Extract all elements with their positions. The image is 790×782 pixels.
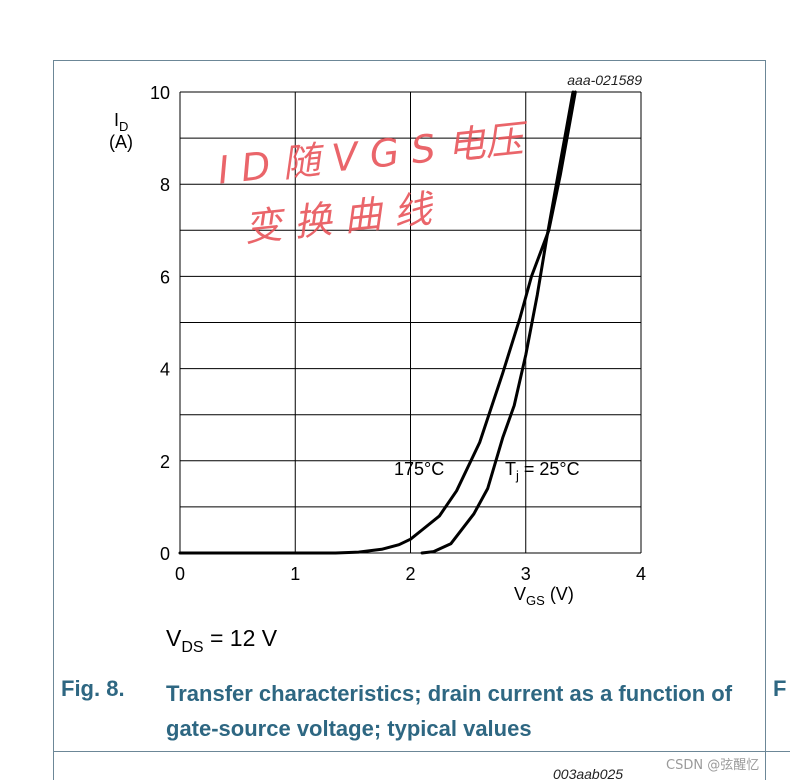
series-label-25c-sub: j [515, 468, 519, 483]
handwritten-line-1: I D 随 V G S 电压 [216, 116, 531, 192]
x-tick-label: 3 [521, 564, 531, 584]
vds-annotation-main: V [166, 625, 182, 651]
cut-off-doc-id: 003aab025 [553, 766, 624, 782]
vds-annotation: VDS = 12 V [166, 625, 278, 656]
frame-right-border [765, 60, 766, 780]
x-tick-label: 2 [405, 564, 415, 584]
vds-annotation-sub: DS [181, 639, 203, 656]
csdn-watermark: CSDN @弦醒忆 [666, 758, 760, 773]
y-tick-label: 10 [150, 83, 170, 103]
series-label-25c-main: T [505, 459, 516, 479]
figure-cut-letter: F [773, 676, 787, 701]
y-axis-label-sub: D [119, 119, 128, 134]
y-tick-label: 6 [160, 267, 170, 287]
x-tick-label: 4 [636, 564, 646, 584]
frame-left-border [53, 60, 54, 780]
x-axis-label-sub: GS [526, 593, 545, 608]
x-tick-label: 1 [290, 564, 300, 584]
figure-number: Fig. 8. [61, 676, 125, 701]
handwritten-line-2: 变 换 曲 线 [242, 186, 437, 250]
frame-bottom-border [53, 751, 790, 752]
y-axis-unit: (A) [109, 132, 133, 152]
doc-id-label: aaa-021589 [567, 72, 642, 88]
series-label-25c-rest: = 25°C [519, 459, 580, 479]
y-tick-label: 2 [160, 452, 170, 472]
figure-title: Transfer characteristics; drain current … [166, 681, 733, 741]
chart-grid [179, 91, 642, 554]
x-axis-label: VGS (V) [514, 584, 574, 608]
chart-tick-labels: 0 1 2 3 4 0 2 4 6 8 10 [150, 83, 646, 584]
y-tick-label: 8 [160, 175, 170, 195]
series-label-25c: Tj = 25°C [505, 459, 580, 483]
x-tick-label: 0 [175, 564, 185, 584]
series-label-175c: 175°C [394, 459, 444, 479]
vds-annotation-rest: = 12 V [204, 625, 278, 651]
y-tick-label: 4 [160, 360, 170, 380]
chart-curves [178, 90, 577, 555]
y-axis-label: ID [114, 110, 128, 134]
frame-top-border [53, 60, 765, 61]
x-axis-label-unit: (V) [550, 584, 574, 604]
x-axis-label-main: V [514, 584, 526, 604]
y-tick-label: 0 [160, 544, 170, 564]
y-axis-label-main: I [114, 110, 119, 130]
curve-25c [420, 90, 575, 555]
